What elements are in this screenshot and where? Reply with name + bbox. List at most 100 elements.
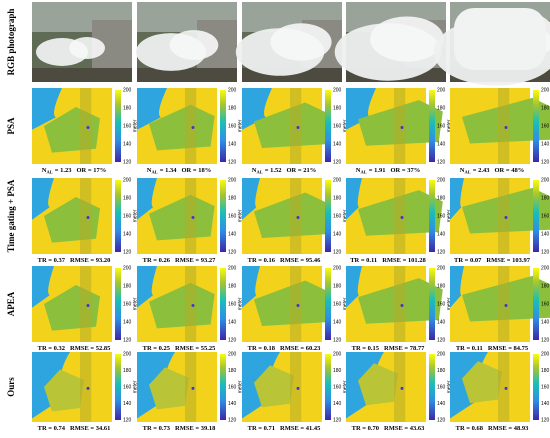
colorbar bbox=[325, 354, 331, 420]
caption-part: TR = 0.15 bbox=[352, 345, 380, 352]
colorbar-tick: 120 bbox=[437, 337, 446, 343]
caption-part: RMSE = 84.75 bbox=[488, 345, 529, 352]
marker bbox=[504, 386, 508, 390]
colorbar-tick: 200 bbox=[437, 351, 446, 357]
colorbar bbox=[220, 90, 226, 162]
colorbar-tick: 120 bbox=[541, 159, 550, 165]
colorbar-tick: 180 bbox=[228, 283, 237, 289]
blue-region bbox=[137, 178, 157, 220]
colorbar-tick: 120 bbox=[123, 159, 132, 165]
colorbar-tick: 160 bbox=[541, 213, 550, 219]
photo-ground bbox=[32, 68, 132, 82]
colorbar-tick: 200 bbox=[437, 87, 446, 93]
colorbar-tick: 200 bbox=[437, 177, 446, 183]
colorbar-tick: 160 bbox=[541, 384, 550, 390]
colorbar-label: meter bbox=[342, 209, 348, 222]
rgb-photo bbox=[433, 2, 550, 86]
colorbar bbox=[533, 180, 539, 252]
blue-region bbox=[242, 88, 272, 130]
colorbar-label: meter bbox=[237, 297, 243, 310]
caption-part: AL bbox=[361, 170, 367, 175]
caption-part: N bbox=[460, 167, 465, 174]
colorbar bbox=[429, 180, 435, 252]
marker bbox=[504, 216, 508, 220]
caption: TR = 0.26 RMSE = 93.27 bbox=[143, 257, 216, 264]
colorbar-tick: 160 bbox=[437, 384, 446, 390]
wall-band bbox=[498, 266, 510, 342]
colorbar-tick: 200 bbox=[437, 265, 446, 271]
colorbar-tick: 200 bbox=[123, 265, 132, 271]
wall-band bbox=[290, 266, 302, 342]
caption-part: N bbox=[147, 167, 152, 174]
blue-region bbox=[346, 88, 376, 130]
colorbar-tick: 180 bbox=[228, 368, 237, 374]
colorbar-label: meter bbox=[446, 297, 452, 310]
marker bbox=[296, 386, 300, 390]
caption: TR = 0.11 RMSE = 101.28 bbox=[350, 257, 426, 264]
wall-band bbox=[394, 352, 406, 422]
rgb-photo bbox=[334, 2, 446, 82]
colorbar bbox=[115, 90, 121, 162]
marker bbox=[86, 386, 90, 390]
wall-band bbox=[394, 88, 406, 164]
caption-part: TR = 0.32 bbox=[38, 345, 65, 352]
caption-part: TR = 0.70 bbox=[352, 425, 379, 432]
caption-part: RMSE = 39.18 bbox=[175, 425, 216, 432]
colorbar-label: meter bbox=[132, 119, 138, 132]
smoke bbox=[454, 8, 546, 70]
caption-part: TR = 0.71 bbox=[248, 425, 275, 432]
caption-part: RMSE = 52.85 bbox=[70, 345, 111, 352]
colorbar-tick: 200 bbox=[541, 351, 550, 357]
colorbar-tick: 160 bbox=[123, 301, 132, 307]
caption-part: TR = 0.25 bbox=[143, 345, 171, 352]
blue-region bbox=[346, 266, 362, 308]
marker bbox=[191, 126, 195, 130]
caption: TR = 0.70 RMSE = 43.63 bbox=[352, 425, 425, 432]
colorbar-tick: 200 bbox=[541, 177, 550, 183]
colorbar-tick: 160 bbox=[123, 384, 132, 390]
caption-part: OR = 37% bbox=[390, 167, 420, 174]
colorbar-tick: 180 bbox=[541, 368, 550, 374]
caption: TR = 0.07 RMSE = 103.97 bbox=[454, 257, 531, 264]
colorbar-tick: 120 bbox=[333, 337, 342, 343]
caption-part: = 1.52 bbox=[265, 167, 282, 174]
caption-part: TR = 0.74 bbox=[38, 425, 66, 432]
caption-part: TR = 0.26 bbox=[143, 257, 171, 264]
colorbar bbox=[429, 90, 435, 162]
colorbar-tick: 120 bbox=[123, 249, 132, 255]
caption: TR = 0.74 RMSE = 34.61 bbox=[38, 425, 111, 432]
smoke bbox=[169, 30, 219, 60]
colorbar-tick: 120 bbox=[437, 249, 446, 255]
colorbar-tick: 140 bbox=[541, 401, 550, 407]
colorbar-label: meter bbox=[132, 209, 138, 222]
caption-part: OR = 17% bbox=[76, 167, 106, 174]
colorbar-tick: 200 bbox=[123, 87, 132, 93]
caption-part: TR = 0.37 bbox=[38, 257, 66, 264]
caption-part: OR = 21% bbox=[286, 167, 316, 174]
green-region bbox=[149, 104, 215, 151]
caption-part: TR = 0.11 bbox=[350, 257, 377, 264]
colorbar-tick: 160 bbox=[541, 301, 550, 307]
colorbar-tick: 180 bbox=[333, 195, 342, 201]
caption-part: TR = 0.07 bbox=[454, 257, 482, 264]
depth-map: 200 180 160 140 120 meter TR = 0.25 RMSE = 55.2… bbox=[137, 265, 243, 352]
caption-part: RMSE = 93.27 bbox=[175, 257, 216, 264]
colorbar-tick: 180 bbox=[123, 105, 132, 111]
colorbar-tick: 120 bbox=[228, 159, 237, 165]
green-region bbox=[254, 365, 294, 408]
wall-band bbox=[290, 178, 302, 254]
colorbar-label: meter bbox=[446, 209, 452, 222]
caption-part: TR = 0.18 bbox=[248, 345, 276, 352]
caption: TR = 0.71 RMSE = 41.45 bbox=[248, 425, 321, 432]
depth-map: 200 180 160 140 120 meter TR = 0.11 RMSE = 101.… bbox=[346, 177, 452, 264]
caption-part: RMSE = 93.20 bbox=[70, 257, 110, 264]
colorbar-tick: 120 bbox=[541, 249, 550, 255]
colorbar-tick: 140 bbox=[333, 401, 342, 407]
depth-map: 200 180 160 140 120 meter TR = 0.15 RMSE = 78.7… bbox=[346, 265, 452, 352]
colorbar-tick: 160 bbox=[541, 123, 550, 129]
colorbar-tick: 140 bbox=[541, 231, 550, 237]
colorbar-tick: 140 bbox=[123, 141, 132, 147]
colorbar-tick: 180 bbox=[333, 105, 342, 111]
wall-band bbox=[80, 352, 92, 422]
